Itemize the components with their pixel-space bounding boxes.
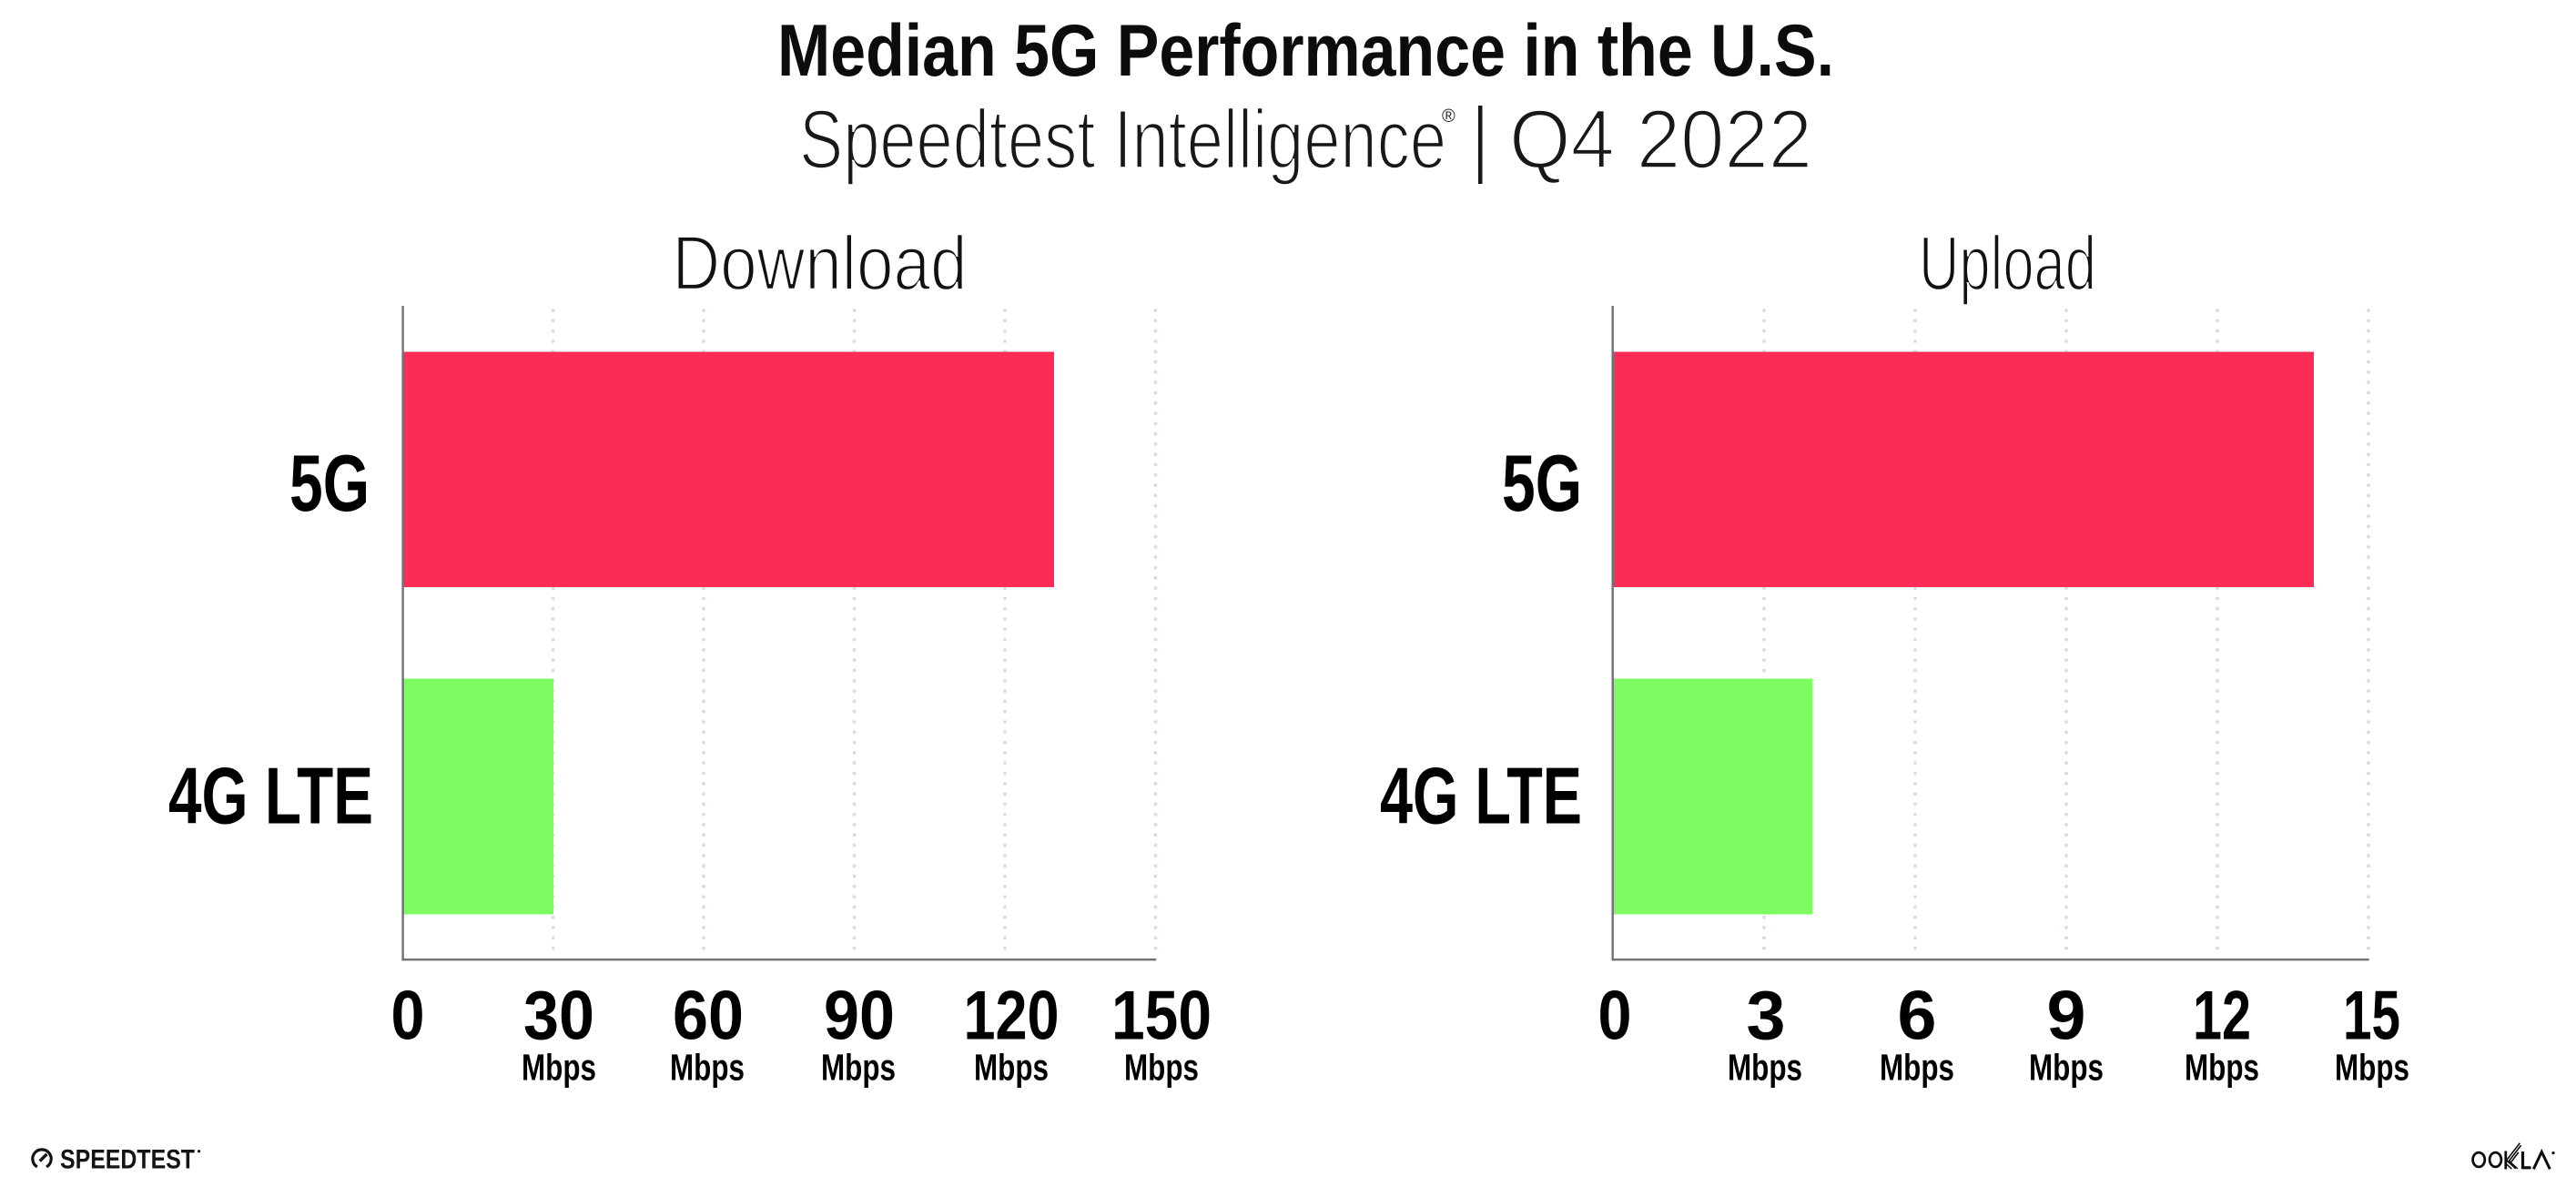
- svg-text:90: 90: [824, 978, 895, 1055]
- svg-text:Mbps: Mbps: [1124, 1047, 1199, 1089]
- svg-text:Mbps: Mbps: [670, 1047, 745, 1089]
- svg-text:Median 5G Performance in the U: Median 5G Performance in the U.S.: [777, 10, 1834, 92]
- svg-text:Q4 2022: Q4 2022: [1509, 94, 1812, 187]
- svg-text:Upload: Upload: [1919, 220, 2096, 306]
- svg-text:6: 6: [1898, 978, 1937, 1055]
- svg-text:12: 12: [2193, 978, 2251, 1055]
- svg-text:Mbps: Mbps: [1880, 1047, 1954, 1089]
- svg-text:Mbps: Mbps: [1728, 1047, 1802, 1089]
- svg-text:Mbps: Mbps: [821, 1047, 896, 1089]
- svg-text:0: 0: [1598, 978, 1632, 1055]
- svg-text:30: 30: [523, 978, 594, 1055]
- svg-text:3: 3: [1747, 978, 1786, 1055]
- svg-text:Speedtest Intelligence: Speedtest Intelligence: [799, 94, 1446, 187]
- svg-text:120: 120: [964, 978, 1060, 1055]
- svg-text:Mbps: Mbps: [2029, 1047, 2104, 1089]
- svg-text:Mbps: Mbps: [2335, 1047, 2409, 1089]
- svg-text:0: 0: [391, 978, 425, 1055]
- svg-text:Mbps: Mbps: [522, 1047, 596, 1089]
- svg-text:Mbps: Mbps: [974, 1047, 1049, 1089]
- svg-text:5G: 5G: [289, 438, 370, 528]
- svg-text:Mbps: Mbps: [2185, 1047, 2259, 1089]
- svg-text:®: ®: [1442, 107, 1455, 127]
- svg-text:Download: Download: [673, 220, 968, 306]
- svg-text:60: 60: [673, 978, 744, 1055]
- svg-text:4G LTE: 4G LTE: [168, 751, 373, 841]
- svg-text:4G LTE: 4G LTE: [1380, 751, 1582, 841]
- svg-text:SPEEDTEST: SPEEDTEST: [60, 1145, 195, 1175]
- svg-text:150: 150: [1111, 978, 1212, 1055]
- svg-text:5G: 5G: [1502, 438, 1582, 528]
- svg-text:9: 9: [2047, 978, 2086, 1055]
- svg-text:15: 15: [2343, 978, 2400, 1055]
